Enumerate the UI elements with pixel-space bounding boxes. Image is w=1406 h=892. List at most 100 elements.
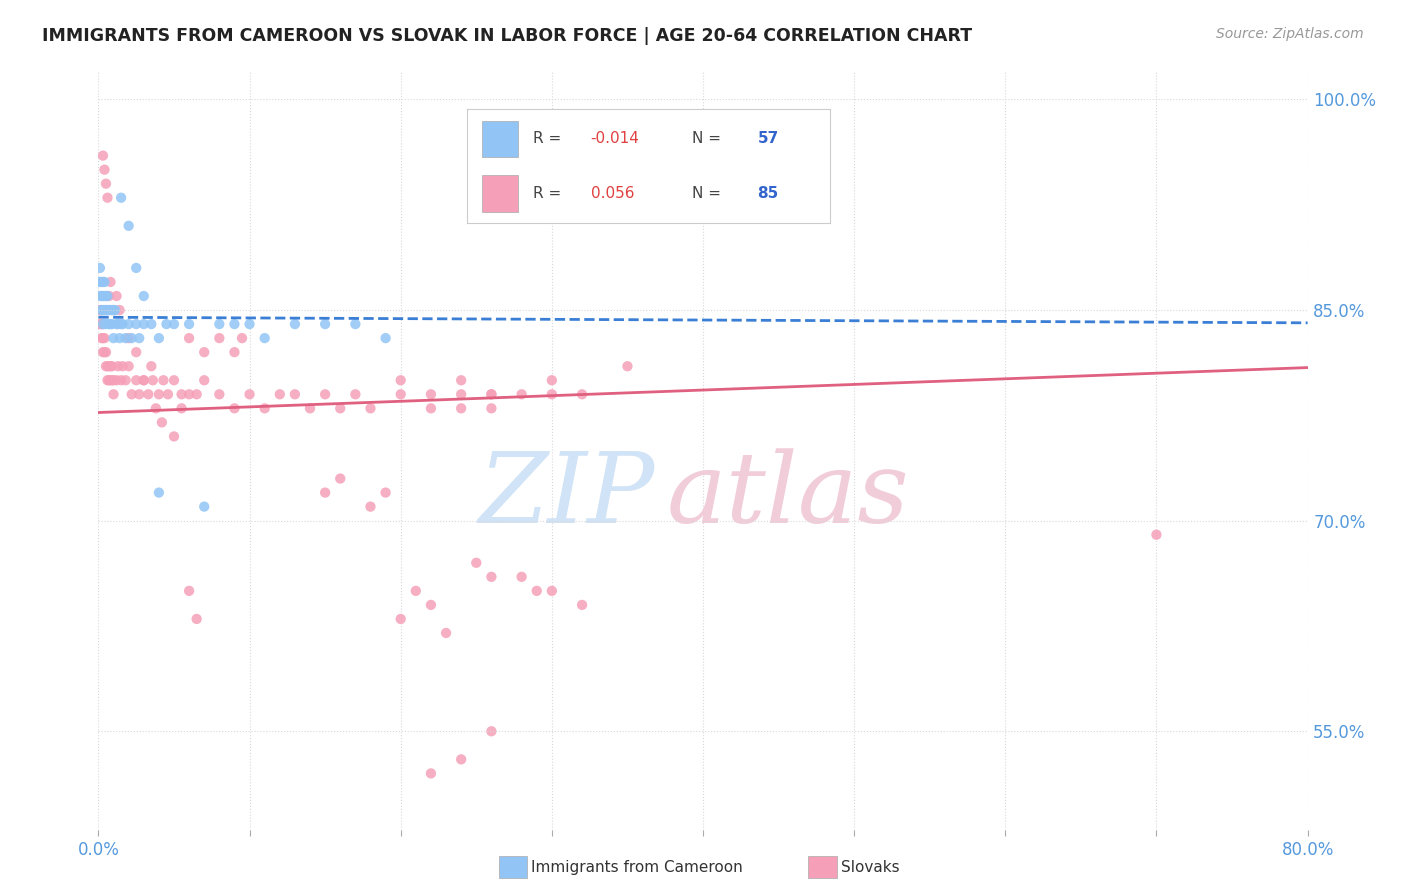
Point — [540, 583, 562, 598]
Point — [450, 373, 472, 387]
Point — [96, 191, 118, 205]
Point — [450, 387, 472, 401]
Point — [314, 317, 336, 331]
Point — [103, 303, 125, 318]
Point — [239, 387, 262, 401]
Point — [90, 275, 112, 289]
Point — [132, 373, 155, 387]
Point — [103, 387, 125, 401]
Point — [179, 387, 201, 401]
Point — [481, 387, 503, 401]
Point — [510, 570, 533, 584]
Point — [148, 485, 170, 500]
Point — [110, 191, 132, 205]
Point — [253, 401, 276, 416]
Point — [125, 345, 148, 359]
Point — [239, 317, 262, 331]
Point — [114, 331, 136, 345]
Point — [118, 359, 141, 374]
Point — [100, 275, 122, 289]
Point — [103, 331, 125, 345]
Point — [148, 331, 170, 345]
Point — [374, 331, 396, 345]
Point — [450, 401, 472, 416]
Point — [91, 289, 114, 303]
Point — [179, 583, 201, 598]
Point — [93, 275, 115, 289]
Point — [540, 387, 562, 401]
Point — [93, 289, 115, 303]
Point — [89, 275, 111, 289]
Point — [111, 317, 134, 331]
Point — [104, 303, 127, 318]
Point — [100, 373, 122, 387]
Point — [105, 373, 128, 387]
Point — [96, 303, 118, 318]
Point — [94, 303, 117, 318]
Point — [90, 289, 112, 303]
Point — [450, 752, 472, 766]
Point — [434, 626, 457, 640]
Point — [125, 260, 148, 275]
Point — [481, 570, 503, 584]
Point — [179, 331, 201, 345]
Point — [94, 317, 117, 331]
Point — [125, 373, 148, 387]
Point — [121, 387, 143, 401]
Point — [91, 275, 114, 289]
Point — [420, 387, 443, 401]
Point — [142, 373, 165, 387]
Point — [91, 303, 114, 318]
Point — [155, 317, 177, 331]
Point — [91, 345, 114, 359]
Point — [389, 612, 412, 626]
Point — [118, 219, 141, 233]
Point — [145, 401, 167, 416]
Point — [193, 500, 215, 514]
Point — [571, 387, 593, 401]
Point — [94, 359, 117, 374]
Point — [101, 373, 124, 387]
Point — [374, 485, 396, 500]
Point — [98, 317, 121, 331]
Point — [93, 331, 115, 345]
Point — [90, 303, 112, 318]
Text: atlas: atlas — [666, 449, 910, 543]
Point — [405, 583, 427, 598]
Point — [94, 289, 117, 303]
Point — [481, 387, 503, 401]
Point — [96, 289, 118, 303]
Point — [389, 373, 412, 387]
Point — [93, 345, 115, 359]
Point — [132, 373, 155, 387]
Text: Slovaks: Slovaks — [841, 860, 900, 874]
Point — [616, 359, 638, 374]
Point — [100, 303, 122, 318]
Point — [224, 401, 246, 416]
Point — [100, 317, 122, 331]
Point — [540, 373, 562, 387]
Point — [132, 289, 155, 303]
Point — [98, 289, 121, 303]
Point — [208, 387, 231, 401]
Point — [103, 373, 125, 387]
Point — [105, 317, 128, 331]
Point — [101, 359, 124, 374]
Point — [93, 162, 115, 177]
Point — [193, 345, 215, 359]
Point — [163, 429, 186, 443]
Point — [110, 373, 132, 387]
Point — [93, 303, 115, 318]
Text: IMMIGRANTS FROM CAMEROON VS SLOVAK IN LABOR FORCE | AGE 20-64 CORRELATION CHART: IMMIGRANTS FROM CAMEROON VS SLOVAK IN LA… — [42, 27, 973, 45]
Point — [526, 583, 548, 598]
Point — [108, 331, 131, 345]
Point — [389, 387, 412, 401]
Point — [163, 373, 186, 387]
Point — [314, 485, 336, 500]
Point — [360, 500, 382, 514]
Point — [90, 331, 112, 345]
Point — [208, 317, 231, 331]
Text: ZIP: ZIP — [478, 449, 655, 543]
Point — [314, 387, 336, 401]
Point — [90, 317, 112, 331]
